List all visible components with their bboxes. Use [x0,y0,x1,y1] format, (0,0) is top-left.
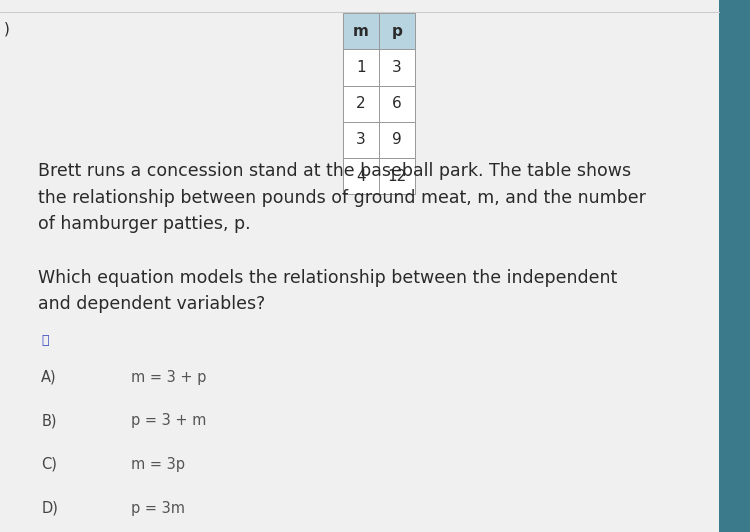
Text: Brett runs a concession stand at the baseball park. The table shows
the relation: Brett runs a concession stand at the bas… [38,162,645,233]
Text: A): A) [41,370,57,385]
Text: 6: 6 [392,96,402,111]
Text: 1: 1 [356,60,365,75]
Text: C): C) [41,457,57,472]
Text: ): ) [4,21,10,36]
Text: p: p [392,24,402,39]
Text: m = 3p: m = 3p [131,457,185,472]
Bar [379,49,415,86]
Text: Which equation models the relationship between the independent
and dependent var: Which equation models the relationship b… [38,269,616,313]
Bar [343,13,379,49]
Bar [343,49,379,86]
Text: m = 3 + p: m = 3 + p [131,370,206,385]
Bar [343,122,379,158]
Bar [343,158,379,194]
Text: 2: 2 [356,96,365,111]
Text: 🔈: 🔈 [41,334,49,347]
Bar [343,86,379,122]
Bar [379,86,415,122]
Text: B): B) [41,413,57,428]
Text: 9: 9 [392,132,402,147]
Text: p = 3m: p = 3m [131,501,185,516]
Bar [379,158,415,194]
Text: p = 3 + m: p = 3 + m [131,413,206,428]
Text: 3: 3 [392,60,402,75]
Text: 4: 4 [356,169,365,184]
Text: m: m [352,24,369,39]
Text: 3: 3 [356,132,366,147]
Text: 12: 12 [387,169,406,184]
Bar [379,13,415,49]
Text: D): D) [41,501,58,516]
Bar [379,122,415,158]
Bar [718,0,750,532]
